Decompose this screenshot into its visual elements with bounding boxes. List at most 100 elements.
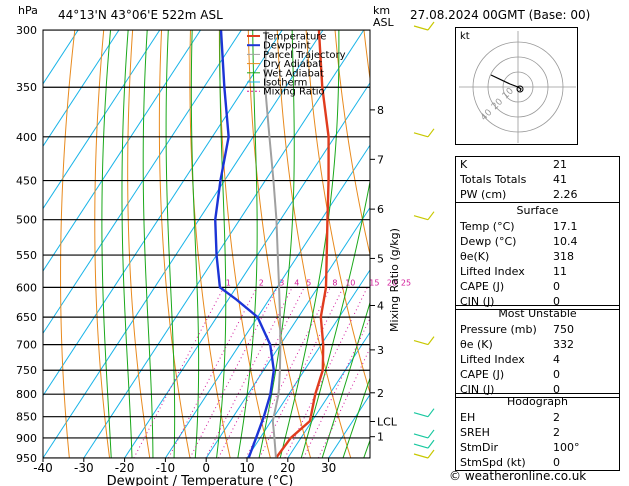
mu-value: 0	[553, 368, 560, 381]
index-value: 2.26	[553, 188, 578, 201]
wind-barb-staff	[427, 336, 435, 345]
hodo-value: 0	[553, 456, 560, 469]
dry-adiabat-line	[247, 30, 312, 458]
hodo-row: EH 2	[456, 410, 619, 425]
wind-barb-staff	[427, 429, 435, 439]
temperature-tick-label: -20	[115, 461, 135, 475]
height-tick-label: 1	[377, 431, 384, 444]
mixing-ratio-label: 4	[294, 278, 299, 287]
plot-area	[43, 30, 629, 458]
wind-barb-staff	[427, 21, 435, 31]
surface-table: Surface Temp (°C) 17.1 Dewp (°C) 10.4 θe(K…	[455, 202, 620, 310]
isotherm-line	[164, 144, 370, 458]
hodo-label: SREH	[460, 426, 490, 439]
wet-adiabat-line	[101, 30, 112, 458]
surface-title: Surface	[516, 204, 559, 217]
surface-label: CIN (J)	[460, 295, 495, 308]
pressure-tick-label: 750	[16, 364, 37, 377]
temperature-tick-label: -10	[156, 461, 176, 475]
pressure-tick-label: 400	[16, 131, 37, 144]
x-axis-title: Dewpoint / Temperature (°C)	[107, 474, 294, 486]
run-datetime: 27.08.2024 00GMT (Base: 00)	[410, 8, 591, 22]
temperature-tick-label: 0	[202, 461, 210, 475]
isotherm-line	[287, 331, 370, 458]
mixing-ratio-axis-title: Mixing Ratio (g/kg)	[388, 228, 401, 332]
wind-barb-flag	[413, 412, 429, 418]
surface-row: Lifted Index 11	[456, 264, 619, 279]
surface-row: Dewp (°C) 10.4	[456, 234, 619, 249]
hodograph-unit-label: kt	[460, 31, 470, 42]
hodo-value: 2	[553, 426, 560, 439]
pressure-tick-label: 550	[16, 249, 37, 262]
wind-barb-flag	[413, 340, 429, 346]
indices-table: K 21 Totals Totals 41 PW (cm) 2.26	[455, 156, 620, 203]
temperature-tick-label: 30	[321, 461, 336, 475]
asl-unit-label: ASL	[373, 16, 394, 29]
index-row-pw: PW (cm) 2.26	[456, 187, 619, 202]
credit-link[interactable]: © weatheronline.co.uk	[449, 469, 587, 483]
height-tick-label: 8	[377, 104, 384, 117]
isotherm-line	[43, 30, 120, 148]
temperature-tick-label: -30	[74, 461, 94, 475]
dry-adiabat-line	[305, 30, 370, 395]
mu-row: Pressure (mb) 750	[456, 322, 619, 337]
temperature-tick-label: 10	[239, 461, 254, 475]
surface-row: θe(K) 318	[456, 249, 619, 264]
isotherm-line	[43, 30, 283, 397]
height-tick-label: LCL	[377, 415, 398, 428]
hodograph-stats-table: Hodograph EH 2 SREH 2 StmDir 100° StmSpd (k…	[455, 393, 620, 471]
mixing-ratio-label: 10	[345, 278, 355, 287]
wind-barb-flag	[413, 453, 429, 459]
mu-label: Pressure (mb)	[460, 323, 537, 336]
km-unit-label: km	[373, 4, 391, 17]
index-value: 41	[553, 173, 567, 186]
storm-motion-marker	[516, 85, 524, 93]
wind-barb-staff	[427, 128, 435, 138]
sounding-temperature	[275, 30, 330, 458]
legend-label: Temperature	[262, 32, 326, 43]
surface-row: CAPE (J) 0	[456, 279, 619, 294]
dry-adiabat-line	[334, 30, 370, 257]
mixing-ratio-label: 3	[279, 278, 284, 287]
mu-row: Lifted Index 4	[456, 352, 619, 367]
mixing-ratio-line	[168, 287, 258, 458]
wet-adiabat-line	[142, 30, 154, 458]
pressure-tick-label: 650	[16, 311, 37, 324]
hodo-label: StmDir	[460, 441, 499, 454]
dry-adiabat-line	[276, 30, 352, 458]
hodo-label: StmSpd (kt)	[460, 456, 526, 469]
mu-value: 4	[553, 353, 560, 366]
hodograph-stats-title: Hodograph	[507, 395, 568, 408]
height-tick-label: 5	[377, 252, 384, 265]
pressure-tick-label: 500	[16, 214, 37, 227]
pressure-tick-label: 900	[16, 432, 37, 445]
surface-value: 10.4	[553, 235, 578, 248]
station-location: 44°13'N 43°06'E 522m ASL	[58, 8, 223, 22]
wind-barb-staff	[427, 408, 435, 418]
dry-adiabat-line	[158, 30, 191, 458]
index-label: K	[460, 158, 468, 171]
most-unstable-title: Most Unstable	[498, 307, 577, 320]
surface-row: Temp (°C) 17.1	[456, 219, 619, 234]
legend-label: Parcel Trajectory	[263, 50, 346, 61]
wind-barb-staff	[427, 211, 435, 221]
mixing-ratio-label: 15	[369, 278, 379, 287]
mixing-ratio-line	[217, 287, 305, 458]
wind-barb-staff	[427, 449, 435, 459]
mixing-ratio-label: 2	[259, 278, 264, 287]
dry-adiabat-line	[624, 30, 629, 458]
pressure-tick-label: 450	[16, 175, 37, 188]
mu-row: CAPE (J) 0	[456, 367, 619, 382]
mixing-ratio-line	[317, 347, 370, 458]
mu-row: CIN (J) 0	[456, 382, 619, 397]
wind-barb-staff	[427, 439, 435, 449]
mixing-ratio-label: 8	[332, 278, 337, 287]
surface-label: θe(K)	[460, 250, 490, 263]
hodo-row: StmSpd (kt) 0	[456, 455, 619, 470]
height-tick-label: 7	[377, 153, 384, 166]
hodo-value: 100°	[553, 441, 580, 454]
dry-adiabat-line	[127, 30, 151, 458]
surface-row: CIN (J) 0	[456, 294, 619, 309]
